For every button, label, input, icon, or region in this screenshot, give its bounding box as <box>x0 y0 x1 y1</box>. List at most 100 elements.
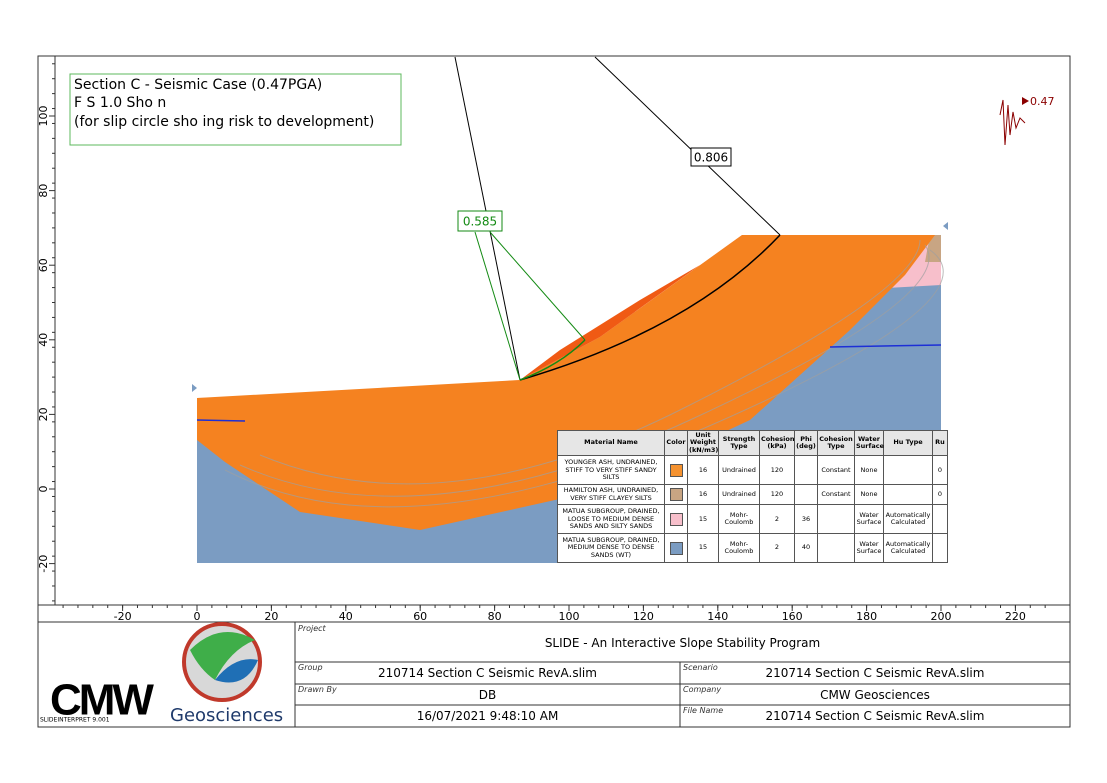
cell: Automatically Calculated <box>883 533 933 563</box>
cell: Mohr-Coulomb <box>718 504 760 535</box>
project: SLIDE - An Interactive Slope Stability P… <box>544 636 821 650</box>
marker <box>943 222 948 230</box>
cell: 16 <box>687 455 719 486</box>
critical-slip <box>519 234 781 381</box>
y-ruler <box>37 55 56 606</box>
logo-leaf <box>190 632 255 680</box>
group: 210714 Section C Seismic RevA.slim <box>378 666 597 680</box>
cell <box>794 455 818 486</box>
color-swatch <box>669 512 683 526</box>
column-header: Color <box>664 429 688 457</box>
column-header: Strength Type <box>718 429 760 457</box>
cell: HAMILTON ASH, UNDRAINED, VERY STIFF CLAY… <box>557 484 665 506</box>
seismic-label: 0.47 <box>1030 95 1055 108</box>
date: 16/07/2021 9:48:10 AM <box>416 709 559 723</box>
fs-box <box>457 210 503 232</box>
slip-surfaces <box>197 235 935 530</box>
drawn-by: DB <box>478 688 497 702</box>
cell: 2 <box>759 504 795 535</box>
x-tick-label: 80 <box>488 610 502 623</box>
radius-line <box>474 231 521 381</box>
x-tick-label: 100 <box>559 610 580 623</box>
field-label: Scenario <box>683 663 718 672</box>
field-label: Project <box>298 624 326 633</box>
field-label: File Name <box>683 706 724 715</box>
y-tick-label: 80 <box>37 184 50 198</box>
cell: 120 <box>759 455 795 486</box>
y-tick-label: -20 <box>37 555 50 573</box>
color-cell <box>664 455 688 486</box>
column-header: Material Name <box>557 429 665 457</box>
column-header: Cohesion Type <box>817 429 855 457</box>
column-header: Ru <box>932 429 948 457</box>
water-table <box>196 419 246 422</box>
y-tick-label: 60 <box>37 258 50 272</box>
fs-label: 0.585 <box>463 215 497 229</box>
cell: Undrained <box>718 455 760 486</box>
title-line: (for slip circle sho ing risk to develop… <box>74 114 374 130</box>
cell: 15 <box>687 533 719 563</box>
cell <box>883 455 933 486</box>
cell: Mohr-Coulomb <box>718 533 760 563</box>
seismic-arrow <box>1022 97 1029 105</box>
x-tick-label: 220 <box>1005 610 1026 623</box>
cell <box>817 504 855 535</box>
cell: None <box>854 455 884 486</box>
file-name: 210714 Section C Seismic RevA.slim <box>765 709 985 723</box>
x-tick-label: 160 <box>782 610 803 623</box>
water-table <box>829 344 942 348</box>
column-header: Hu Type <box>883 429 933 457</box>
green-slip <box>519 339 586 381</box>
y-tick-label: 100 <box>37 106 50 127</box>
title-line: F S 1.0 Sho n <box>74 95 166 111</box>
column-header: Unit Weight (kN/m3) <box>687 429 719 457</box>
x-tick-label: 180 <box>856 610 877 623</box>
y-tick-label: 20 <box>37 407 50 421</box>
cell: 0 <box>932 455 948 486</box>
scenario: 210714 Section C Seismic RevA.slim <box>765 666 985 680</box>
cell: Constant <box>817 455 855 486</box>
seismic-icon <box>999 99 1026 146</box>
cell: 15 <box>687 504 719 535</box>
cell: 16 <box>687 484 719 506</box>
x-tick-label: 60 <box>413 610 427 623</box>
fs-box <box>690 147 732 167</box>
field-label: Company <box>683 685 722 694</box>
color-cell <box>664 484 688 506</box>
version: SLIDEINTERPRET 9.001 <box>40 717 110 724</box>
shallow-slips <box>520 265 700 380</box>
cell: Automatically Calculated <box>883 504 933 535</box>
x-tick-label: 120 <box>633 610 654 623</box>
marker <box>192 384 197 392</box>
company: CMW Geosciences <box>820 688 930 702</box>
cell <box>932 504 948 535</box>
cell <box>817 533 855 563</box>
radius-line <box>489 231 586 341</box>
field-label: Group <box>298 663 323 672</box>
color-swatch <box>669 463 683 477</box>
column-header: Cohesion (kPa) <box>759 429 795 457</box>
x-tick-label: 200 <box>931 610 952 623</box>
material-row: YOUNGER ASH, UNDRAINED, STIFF TO VERY ST… <box>557 455 948 486</box>
cell <box>932 533 948 563</box>
color-swatch <box>669 541 683 555</box>
cell: MATUA SUBGROUP, DRAINED, LOOSE TO MEDIUM… <box>557 504 665 535</box>
logo-text: CMW <box>50 676 154 725</box>
cell <box>794 484 818 506</box>
material-table: Material Name Color Unit Weight (kN/m3) Str… <box>557 429 948 563</box>
cell: 2 <box>759 533 795 563</box>
cell: Constant <box>817 484 855 506</box>
color-cell <box>664 533 688 563</box>
cell: 36 <box>794 504 818 535</box>
column-header: Phi (deg) <box>794 429 818 457</box>
cell: Water Surface <box>854 504 884 535</box>
x-tick-label: 20 <box>264 610 278 623</box>
column-header: Water Surface <box>854 429 884 457</box>
cell: 40 <box>794 533 818 563</box>
x-tick-label: -20 <box>114 610 132 623</box>
cell <box>883 484 933 506</box>
cell: MATUA SUBGROUP, DRAINED, MEDIUM DENSE TO… <box>557 533 665 563</box>
field-label: Drawn By <box>298 685 337 694</box>
